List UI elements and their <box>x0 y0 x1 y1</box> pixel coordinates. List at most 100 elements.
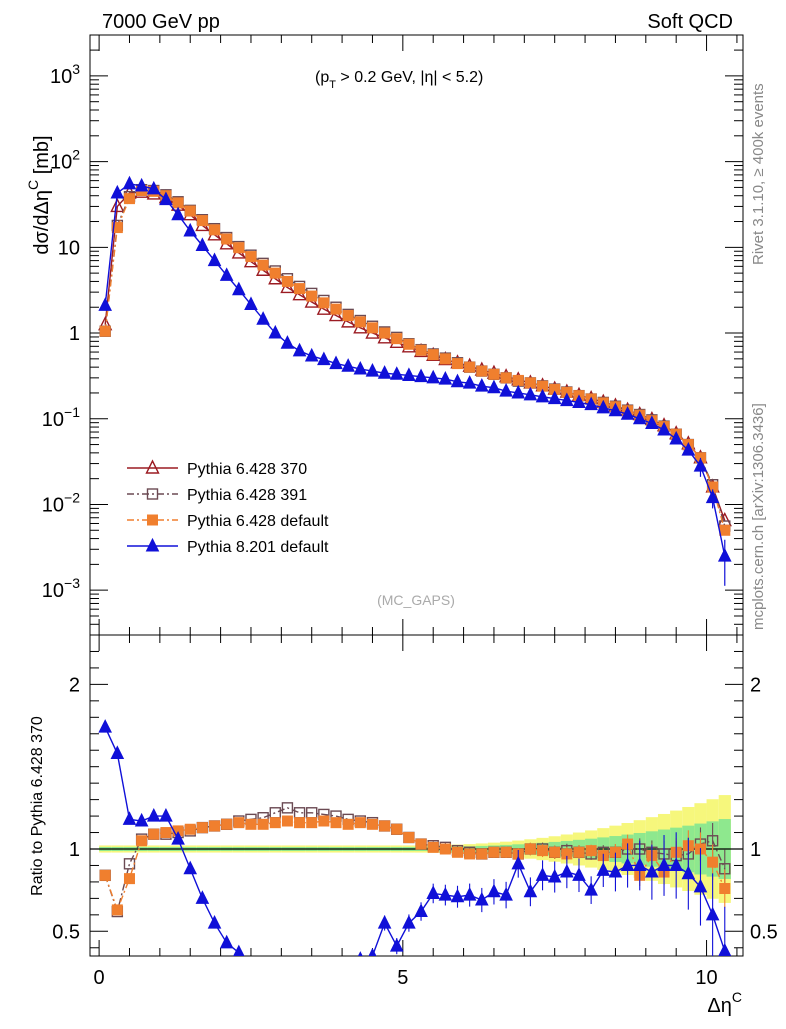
ratio-data-point <box>452 846 464 858</box>
ratio-y-tick-label-right: 0.5 <box>750 921 778 943</box>
data-point <box>462 375 477 389</box>
data-point <box>645 415 659 430</box>
ratio-data-point <box>354 817 366 829</box>
ratio-y-tick-label: 1 <box>69 839 80 861</box>
ratio-data-point <box>669 857 683 871</box>
data-point <box>596 399 611 414</box>
data-point <box>183 222 198 237</box>
ratio-data-point <box>632 857 647 871</box>
ratio-data-point <box>549 846 561 858</box>
legend-entry: Pythia 6.428 370 <box>127 459 307 478</box>
ratio-data-point <box>379 820 391 832</box>
data-point <box>450 373 465 388</box>
data-point <box>524 377 536 389</box>
legend-marker <box>145 459 160 474</box>
ratio-data-point <box>573 846 585 858</box>
ratio-data-point <box>219 934 234 949</box>
ratio-data-point <box>281 802 294 814</box>
ratio-data-point <box>269 807 281 819</box>
data-point <box>122 175 137 190</box>
ratio-data-point <box>402 914 416 929</box>
ratio-data-point <box>523 883 538 898</box>
ratio-data-point <box>415 838 427 850</box>
ratio-data-point <box>403 831 415 843</box>
legend-label: Pythia 8.201 default <box>187 539 329 556</box>
data-point <box>99 325 111 337</box>
data-point <box>717 547 732 562</box>
legend-marker <box>147 514 158 526</box>
ratio-data-point <box>245 957 257 969</box>
data-point <box>487 379 501 394</box>
ratio-data-point <box>488 846 500 858</box>
data-point <box>269 267 281 279</box>
data-point <box>389 366 404 380</box>
legend-marker <box>145 537 160 552</box>
data-point <box>354 316 366 328</box>
y-tick-label: 10−1 <box>42 404 80 431</box>
data-point <box>608 402 623 417</box>
ratio-data-point <box>318 965 330 977</box>
ratio-data-point <box>560 863 574 878</box>
ratio-y-tick-label-right: 1 <box>750 839 761 861</box>
ratio-data-point <box>414 903 428 918</box>
x-tick-label: 5 <box>397 967 408 989</box>
data-point <box>426 369 441 384</box>
data-point <box>134 177 149 192</box>
data-point <box>111 222 123 234</box>
data-point <box>438 371 453 385</box>
ratio-data-point <box>585 845 597 857</box>
ratio-data-point <box>487 883 501 898</box>
legend-marker <box>146 488 159 500</box>
ratio-data-point <box>330 961 342 973</box>
data-point <box>245 251 257 263</box>
data-point <box>281 275 293 287</box>
ratio-data-point <box>306 817 318 829</box>
ratio-data-point <box>160 827 172 839</box>
y-tick-label: 10−2 <box>42 489 80 516</box>
data-point <box>620 406 635 420</box>
ratio-data-point <box>391 823 403 835</box>
ratio-data-point <box>122 811 137 825</box>
ratio-data-point <box>123 873 135 885</box>
data-point <box>341 358 355 372</box>
ratio-data-point <box>524 843 536 855</box>
ratio-data-point <box>294 970 306 982</box>
ratio-data-point <box>342 818 354 830</box>
data-point <box>366 322 378 334</box>
ratio-y-axis-label: Ratio to Pythia 6.428 370 <box>29 716 46 896</box>
data-point <box>523 386 538 401</box>
data-point <box>632 410 647 425</box>
y-tick-label: 10−3 <box>42 575 80 602</box>
ratio-data-point <box>281 969 293 981</box>
ratio-data-point <box>438 886 453 901</box>
data-point <box>195 237 210 252</box>
data-point <box>365 362 380 377</box>
data-point <box>705 489 720 504</box>
ratio-data-point <box>681 865 696 880</box>
data-point <box>414 368 428 383</box>
ratio-data-point <box>134 812 149 827</box>
ratio-data-point <box>719 883 731 895</box>
data-point <box>560 392 574 407</box>
data-point <box>535 388 550 403</box>
data-point <box>257 259 269 271</box>
data-point <box>657 421 671 436</box>
ratio-data-point <box>136 835 148 847</box>
ratio-data-point <box>146 807 161 822</box>
data-point <box>476 365 488 377</box>
ratio-data-point <box>366 818 378 830</box>
ratio-y-tick-label: 2 <box>69 674 80 696</box>
data-point <box>244 296 258 311</box>
data-point <box>719 524 731 536</box>
ratio-data-point <box>99 869 111 881</box>
ratio-data-point <box>357 951 363 956</box>
data-point <box>391 333 403 345</box>
data-point <box>317 351 331 366</box>
ratio-data-point <box>608 863 623 878</box>
data-point <box>681 442 696 456</box>
data-point <box>110 197 125 213</box>
ratio-data-point <box>389 938 404 952</box>
data-point <box>318 297 330 309</box>
data-point <box>171 206 185 221</box>
